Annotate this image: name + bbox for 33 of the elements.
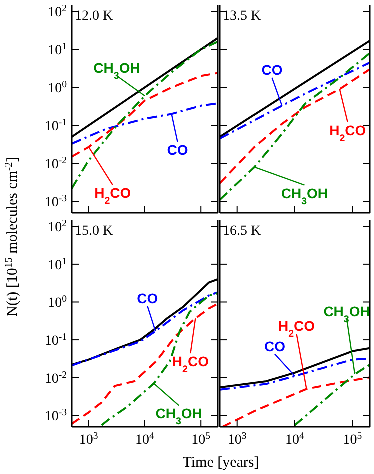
y-tick-label: 10$^{2}$ [48, 218, 68, 236]
series-label: CO [262, 62, 283, 78]
x-tick-label: 10$^{3}$ [228, 430, 247, 448]
chart-title: 15.0 K [75, 224, 114, 239]
y-tick-label: 10$^{-3}$ [44, 193, 68, 211]
legend-label: CH$_{3}$OH [281, 185, 328, 207]
y-tick-label: 10$^{1}$ [48, 41, 68, 59]
y-tick-label: 10$^{2}$ [48, 3, 68, 21]
x-tick-label: 10$^{5}$ [192, 430, 211, 448]
text: H$_{2}$CO [278, 318, 316, 340]
series-label: CO [137, 290, 158, 306]
y-tick-label: 10$^{-2}$ [44, 369, 68, 387]
series-label: CO [264, 338, 286, 354]
x-tick-label: 10$^{4}$ [136, 430, 155, 448]
chart-title: 12.0 K [75, 9, 114, 24]
y-tick-label: 10$^{1}$ [48, 256, 68, 274]
text: H$_{2}$CO [94, 185, 132, 207]
y-tick-label: 10$^{0}$ [48, 294, 68, 312]
y-tick-label: 10$^{-3}$ [44, 407, 68, 425]
series-label: H$_{2}$CO [172, 354, 210, 376]
y-tick-label: 10$^{-2}$ [44, 155, 68, 173]
x-tick-label: 10$^{4}$ [286, 430, 305, 448]
y-tick-label: 10$^{0}$ [48, 79, 68, 97]
x-tick-label: 10$^{5}$ [343, 430, 362, 448]
series-label: H$_{2}$CO [330, 122, 366, 144]
chart-title: 16.5 K [223, 224, 262, 239]
legend-label: CH$_{3}$OH [156, 406, 202, 428]
x-axis-title: Time [years] [182, 455, 260, 471]
x-tick-label: 10$^{3}$ [79, 430, 98, 448]
y-tick-label: 10$^{-1}$ [44, 332, 68, 350]
y-tick-label: 10$^{-1}$ [44, 117, 68, 135]
chart-title: 13.5 K [223, 9, 262, 24]
legend-label: CO [167, 142, 188, 158]
